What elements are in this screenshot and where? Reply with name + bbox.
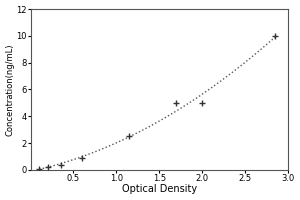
Y-axis label: Concentration(ng/mL): Concentration(ng/mL) (6, 43, 15, 136)
X-axis label: Optical Density: Optical Density (122, 184, 197, 194)
